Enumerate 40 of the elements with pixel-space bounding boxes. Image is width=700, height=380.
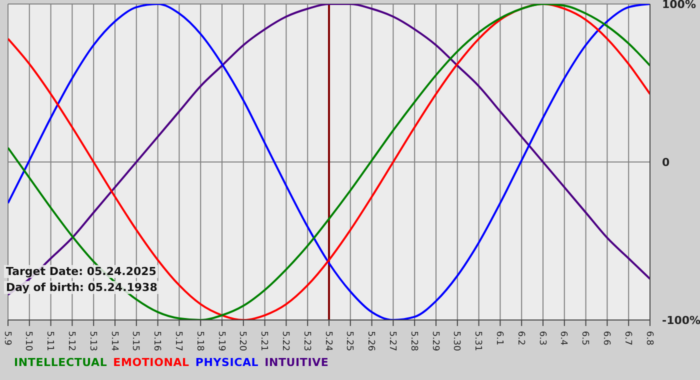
x-tick-label: 6.7	[622, 331, 632, 346]
x-tick-label: 5.23	[301, 331, 312, 352]
x-tick-label: 5.9	[2, 331, 12, 346]
x-tick-label: 6.6	[601, 331, 612, 346]
x-tick-label: 5.19	[216, 331, 226, 352]
y-tick-label: 100%	[662, 0, 696, 11]
x-tick-label: 6.2	[515, 331, 526, 346]
x-tick-label: 6.5	[580, 331, 590, 346]
x-tick-label: 5.16	[152, 331, 162, 352]
text: EMOTIONAL	[113, 356, 190, 369]
x-tick-label: 5.18	[194, 331, 204, 352]
y-tick-label: 0	[662, 156, 670, 169]
x-tick-label: 5.10	[23, 331, 34, 352]
x-tick-label: 5.20	[237, 331, 248, 352]
x-tick-label: 5.28	[408, 331, 418, 352]
annotation: Day of birth: 05.24.1938	[4, 281, 160, 294]
annotation: Target Date: 05.24.2025	[4, 265, 158, 278]
x-tick-label: 5.29	[430, 331, 440, 352]
x-tick-label: 5.13	[87, 331, 98, 352]
x-tick-label: 5.15	[130, 331, 140, 352]
x-tick-label: 5.31	[472, 331, 483, 352]
text: INTELLECTUAL	[14, 356, 108, 369]
y-tick-label: -100%	[662, 314, 700, 327]
text: PHYSICAL	[195, 356, 259, 369]
x-tick-label: 5.11	[44, 331, 55, 352]
x-tick-label: 6.4	[558, 331, 568, 346]
text: INTUITIVE	[264, 356, 329, 369]
x-tick-label: 5.24	[322, 331, 333, 352]
x-tick-label: 5.25	[344, 331, 354, 352]
x-tick-label: 5.12	[66, 331, 76, 352]
x-tick-label: 6.8	[644, 331, 654, 346]
x-tick-label: 5.14	[108, 331, 119, 352]
x-tick-label: 6.1	[494, 331, 504, 346]
x-tick-label: 6.3	[536, 331, 547, 346]
x-tick-label: 5.22	[280, 331, 290, 352]
x-tick-label: 5.17	[173, 331, 184, 352]
x-tick-label: 5.27	[387, 331, 398, 352]
x-tick-label: 5.26	[366, 331, 376, 352]
x-tick-label: 5.21	[258, 331, 269, 352]
x-tick-label: 5.30	[451, 331, 462, 352]
